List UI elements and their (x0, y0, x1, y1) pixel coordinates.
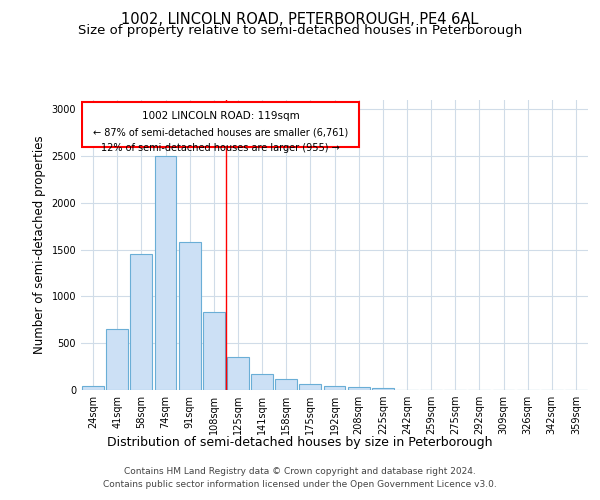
Bar (106, 329, 128, 390)
Text: 12% of semi-detached houses are larger (955) →: 12% of semi-detached houses are larger (… (101, 143, 340, 153)
Bar (130, 254, 152, 390)
Bar (155, 156, 176, 390)
Bar (203, 312, 224, 390)
Text: Distribution of semi-detached houses by size in Peterborough: Distribution of semi-detached houses by … (107, 436, 493, 449)
Bar (323, 386, 346, 390)
Bar (179, 242, 200, 390)
Text: ← 87% of semi-detached houses are smaller (6,761): ← 87% of semi-detached houses are smalle… (93, 127, 348, 137)
Text: Contains HM Land Registry data © Crown copyright and database right 2024.: Contains HM Land Registry data © Crown c… (124, 467, 476, 476)
Text: Contains public sector information licensed under the Open Government Licence v3: Contains public sector information licen… (103, 480, 497, 489)
Bar (299, 384, 321, 390)
Bar (372, 388, 394, 390)
Bar (275, 379, 297, 390)
Bar (348, 386, 370, 390)
Text: Size of property relative to semi-detached houses in Peterborough: Size of property relative to semi-detach… (78, 24, 522, 37)
Bar (251, 374, 273, 390)
Bar (227, 358, 249, 390)
Bar (82, 386, 104, 390)
Bar (82, 102, 359, 147)
Y-axis label: Number of semi-detached properties: Number of semi-detached properties (33, 136, 46, 354)
Text: 1002 LINCOLN ROAD: 119sqm: 1002 LINCOLN ROAD: 119sqm (142, 111, 299, 121)
Text: 1002, LINCOLN ROAD, PETERBOROUGH, PE4 6AL: 1002, LINCOLN ROAD, PETERBOROUGH, PE4 6A… (121, 12, 479, 28)
